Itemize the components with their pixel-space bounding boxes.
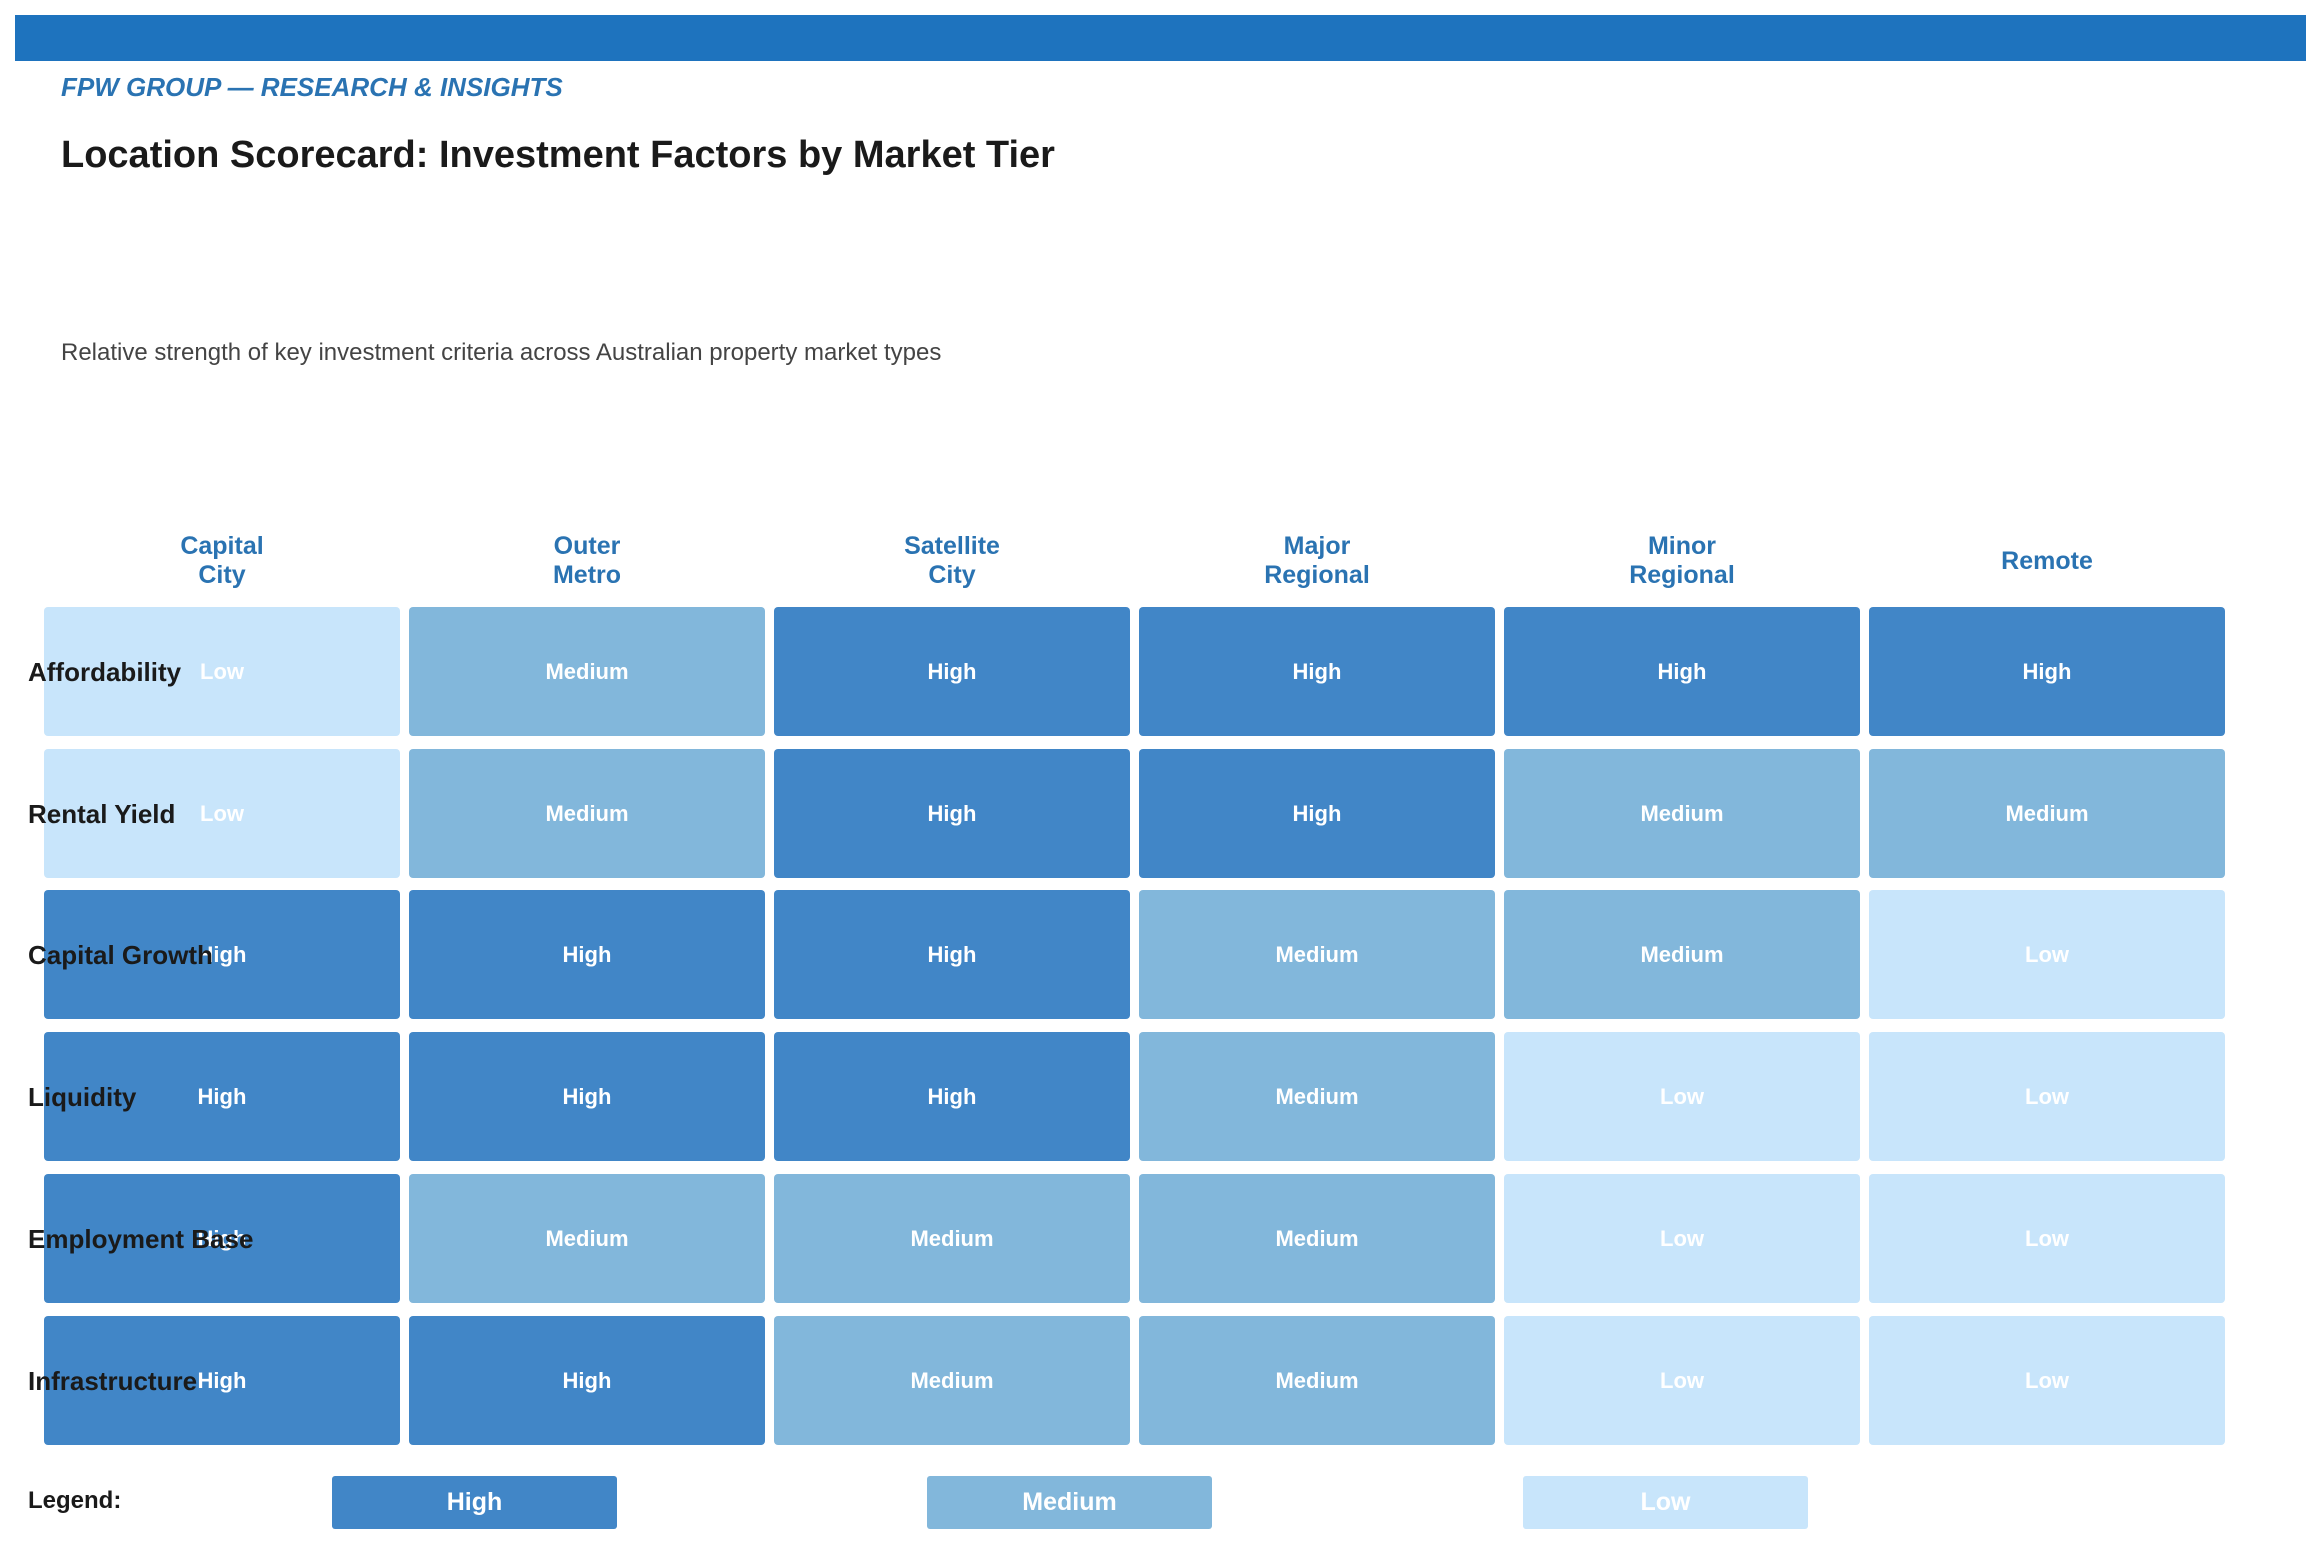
heatmap-cell-employment-base-outer-metro: Medium	[409, 1174, 765, 1303]
heatmap-cell-capital-growth-capital-city: High	[44, 890, 400, 1019]
heatmap-cell-rental-yield-outer-metro: Medium	[409, 749, 765, 878]
heatmap-cell-employment-base-remote: Low	[1869, 1174, 2225, 1303]
heatmap-cell-capital-growth-minor-regional: Medium	[1504, 890, 1860, 1019]
heatmap-cell-liquidity-remote: Low	[1869, 1032, 2225, 1161]
row-label-liquidity: Liquidity	[28, 1082, 137, 1112]
legend-low-swatch: Low	[1523, 1476, 1808, 1529]
heatmap-cell-infrastructure-outer-metro: High	[409, 1316, 765, 1445]
brand-label: FPW GROUP — RESEARCH & INSIGHTS	[61, 72, 563, 102]
heatmap-cell-liquidity-outer-metro: High	[409, 1032, 765, 1161]
heatmap-cell-employment-base-satellite-city: Medium	[774, 1174, 1130, 1303]
heatmap-cell-affordability-remote: High	[1869, 607, 2225, 736]
heatmap-cell-employment-base-major-regional: Medium	[1139, 1174, 1495, 1303]
heatmap-cell-affordability-capital-city: Low	[44, 607, 400, 736]
row-label-infrastructure: Infrastructure	[28, 1366, 198, 1396]
heatmap-cell-rental-yield-capital-city: Low	[44, 749, 400, 878]
legend-high-swatch: High	[332, 1476, 617, 1529]
heatmap-cell-liquidity-minor-regional: Low	[1504, 1032, 1860, 1161]
heatmap-cell-infrastructure-capital-city: High	[44, 1316, 400, 1445]
heatmap-cell-liquidity-satellite-city: High	[774, 1032, 1130, 1161]
legend-label: Legend:	[28, 1487, 122, 1514]
heatmap-cell-affordability-satellite-city: High	[774, 607, 1130, 736]
heatmap-cell-capital-growth-remote: Low	[1869, 890, 2225, 1019]
heatmap-cell-employment-base-capital-city: High	[44, 1174, 400, 1303]
heatmap-cell-employment-base-minor-regional: Low	[1504, 1174, 1860, 1303]
column-header-minor-regional: Minor Regional	[1629, 532, 1735, 589]
heatmap-cell-infrastructure-minor-regional: Low	[1504, 1316, 1860, 1445]
heatmap-cell-affordability-major-regional: High	[1139, 607, 1495, 736]
heatmap-cell-capital-growth-satellite-city: High	[774, 890, 1130, 1019]
page-subtitle: Relative strength of key investment crit…	[61, 339, 942, 366]
legend-medium-swatch: Medium	[927, 1476, 1212, 1529]
column-header-remote: Remote	[2001, 546, 2093, 575]
heatmap-cell-infrastructure-major-regional: Medium	[1139, 1316, 1495, 1445]
top-accent-bar	[15, 15, 2306, 61]
heatmap-cell-capital-growth-outer-metro: High	[409, 890, 765, 1019]
heatmap-cell-rental-yield-remote: Medium	[1869, 749, 2225, 878]
heatmap-cell-infrastructure-remote: Low	[1869, 1316, 2225, 1445]
row-label-affordability: Affordability	[28, 657, 182, 687]
heatmap-cell-infrastructure-satellite-city: Medium	[774, 1316, 1130, 1445]
row-label-capital-growth: Capital Growth	[28, 940, 213, 970]
column-header-major-regional: Major Regional	[1264, 532, 1370, 589]
heatmap-cell-liquidity-major-regional: Medium	[1139, 1032, 1495, 1161]
heatmap-cell-rental-yield-major-regional: High	[1139, 749, 1495, 878]
row-label-employment-base: Employment Base	[28, 1224, 254, 1254]
row-label-rental-yield: Rental Yield	[28, 799, 176, 829]
column-header-satellite-city: Satellite City	[904, 532, 1000, 589]
page-title: Location Scorecard: Investment Factors b…	[61, 134, 1055, 176]
heatmap-cell-rental-yield-satellite-city: High	[774, 749, 1130, 878]
column-header-capital-city: Capital City	[180, 532, 264, 589]
heatmap-cell-affordability-minor-regional: High	[1504, 607, 1860, 736]
heatmap-cell-affordability-outer-metro: Medium	[409, 607, 765, 736]
heatmap-cell-rental-yield-minor-regional: Medium	[1504, 749, 1860, 878]
column-header-outer-metro: Outer Metro	[552, 532, 622, 589]
heatmap-cell-capital-growth-major-regional: Medium	[1139, 890, 1495, 1019]
heatmap-cell-liquidity-capital-city: High	[44, 1032, 400, 1161]
